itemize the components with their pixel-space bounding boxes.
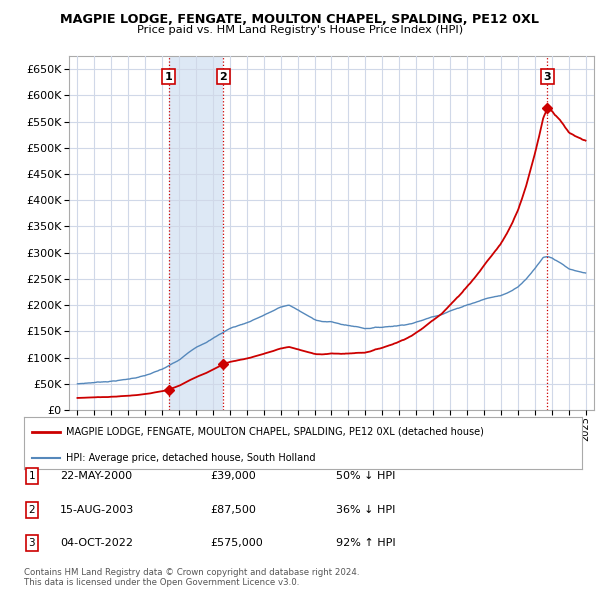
Text: 3: 3 bbox=[28, 539, 35, 548]
Text: £39,000: £39,000 bbox=[210, 471, 256, 481]
Text: 1: 1 bbox=[165, 71, 172, 81]
Text: HPI: Average price, detached house, South Holland: HPI: Average price, detached house, Sout… bbox=[66, 453, 316, 463]
Text: 2: 2 bbox=[28, 505, 35, 514]
Text: MAGPIE LODGE, FENGATE, MOULTON CHAPEL, SPALDING, PE12 0XL: MAGPIE LODGE, FENGATE, MOULTON CHAPEL, S… bbox=[61, 13, 539, 26]
Text: 22-MAY-2000: 22-MAY-2000 bbox=[60, 471, 132, 481]
Text: 04-OCT-2022: 04-OCT-2022 bbox=[60, 539, 133, 548]
Text: 1: 1 bbox=[28, 471, 35, 481]
Text: 3: 3 bbox=[544, 71, 551, 81]
Text: Contains HM Land Registry data © Crown copyright and database right 2024.
This d: Contains HM Land Registry data © Crown c… bbox=[24, 568, 359, 587]
Text: 2: 2 bbox=[220, 71, 227, 81]
Bar bbox=[169, 56, 223, 410]
Text: 15-AUG-2003: 15-AUG-2003 bbox=[60, 505, 134, 514]
Text: 36% ↓ HPI: 36% ↓ HPI bbox=[336, 505, 395, 514]
Text: Price paid vs. HM Land Registry's House Price Index (HPI): Price paid vs. HM Land Registry's House … bbox=[137, 25, 463, 35]
Text: £575,000: £575,000 bbox=[210, 539, 263, 548]
Text: £87,500: £87,500 bbox=[210, 505, 256, 514]
Text: 50% ↓ HPI: 50% ↓ HPI bbox=[336, 471, 395, 481]
Text: 92% ↑ HPI: 92% ↑ HPI bbox=[336, 539, 395, 548]
Text: MAGPIE LODGE, FENGATE, MOULTON CHAPEL, SPALDING, PE12 0XL (detached house): MAGPIE LODGE, FENGATE, MOULTON CHAPEL, S… bbox=[66, 427, 484, 437]
